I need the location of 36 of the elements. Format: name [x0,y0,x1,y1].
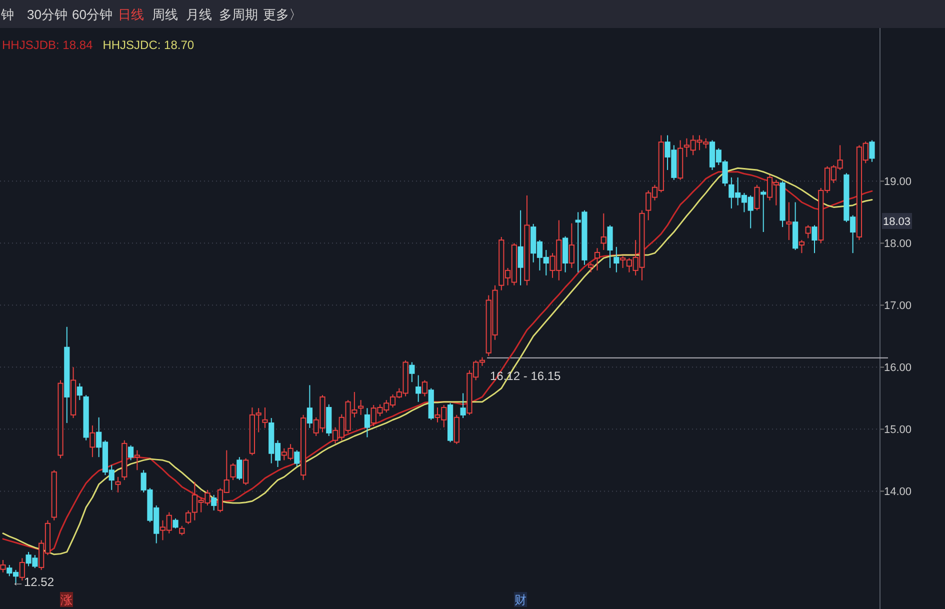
y-tick-label: 15.00 [884,424,912,436]
candlestick [416,374,422,402]
candlestick [600,212,606,250]
candlestick [364,408,370,438]
text: 日线 [118,7,144,22]
candlestick [58,380,64,459]
candlestick [786,202,792,241]
candlestick [306,384,313,428]
text: 18.03 [883,216,911,228]
candlestick [524,194,530,286]
candlestick [409,362,415,383]
candlestick [64,326,70,424]
text: HHJSJDB: 18.84 [2,38,94,52]
candlestick [115,476,121,493]
text: 钟 [0,7,14,22]
annotation: 涨 [60,593,72,607]
y-tick-label: 16.00 [884,362,912,374]
text: 60分钟 [72,7,112,22]
candlestick [90,424,96,458]
candlestick [614,246,620,273]
text: 月线 [186,7,212,22]
y-tick-label: 19.00 [884,176,912,188]
y-tick-label: 14.00 [884,486,912,498]
text: 30分钟 [27,7,68,22]
text: 更多〉 [263,7,302,22]
candlestick [568,222,574,268]
candlestick [594,248,600,271]
annotation: ←12.52 [12,575,54,589]
text: HHJSJDC: 18.70 [102,38,194,52]
y-tick-label: 17.00 [884,300,912,312]
candlestick [262,406,268,428]
candlestick [518,210,524,286]
text: 多周期 [219,7,258,22]
text: 周线 [152,7,178,22]
annotation: 财 [514,593,526,607]
y-tick-label: 18.00 [884,238,912,250]
